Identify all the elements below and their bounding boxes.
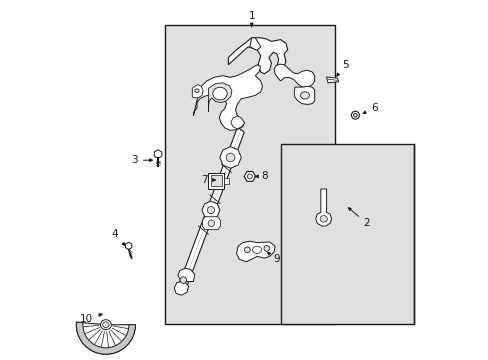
Bar	[224, 178, 228, 184]
FancyBboxPatch shape	[211, 175, 222, 186]
Ellipse shape	[180, 277, 186, 283]
Bar	[165, 25, 334, 324]
Wedge shape	[76, 322, 135, 354]
Bar	[280, 144, 413, 324]
Text: 1: 1	[248, 11, 254, 27]
Ellipse shape	[208, 220, 214, 226]
Polygon shape	[249, 38, 260, 50]
Ellipse shape	[351, 111, 359, 119]
Ellipse shape	[353, 113, 356, 117]
Text: 9: 9	[267, 252, 280, 264]
Text: 5: 5	[336, 60, 348, 76]
Polygon shape	[174, 268, 194, 295]
Text: 6: 6	[363, 103, 377, 113]
Polygon shape	[193, 65, 262, 130]
Text: 3: 3	[131, 155, 152, 165]
Polygon shape	[273, 64, 314, 87]
Wedge shape	[76, 322, 135, 354]
Ellipse shape	[300, 92, 309, 99]
Polygon shape	[236, 241, 275, 262]
Polygon shape	[202, 201, 220, 219]
Ellipse shape	[194, 89, 199, 93]
Ellipse shape	[264, 246, 269, 251]
Polygon shape	[192, 85, 203, 98]
Ellipse shape	[212, 87, 227, 100]
Polygon shape	[294, 86, 314, 104]
Text: 7: 7	[201, 175, 215, 185]
Polygon shape	[219, 147, 241, 168]
Text: 8: 8	[255, 171, 267, 181]
Ellipse shape	[247, 174, 252, 179]
Ellipse shape	[101, 320, 111, 330]
Text: 2: 2	[347, 208, 369, 228]
FancyBboxPatch shape	[208, 173, 224, 189]
Polygon shape	[315, 189, 331, 226]
Ellipse shape	[244, 247, 250, 253]
Ellipse shape	[320, 216, 326, 222]
Text: 4: 4	[111, 229, 125, 246]
Ellipse shape	[226, 153, 234, 162]
Ellipse shape	[207, 207, 214, 214]
Ellipse shape	[102, 322, 109, 328]
Polygon shape	[202, 217, 220, 230]
Polygon shape	[208, 83, 231, 112]
Text: 10: 10	[80, 314, 102, 324]
Polygon shape	[180, 127, 244, 287]
Polygon shape	[228, 38, 287, 74]
Polygon shape	[326, 77, 338, 83]
Polygon shape	[230, 116, 244, 129]
